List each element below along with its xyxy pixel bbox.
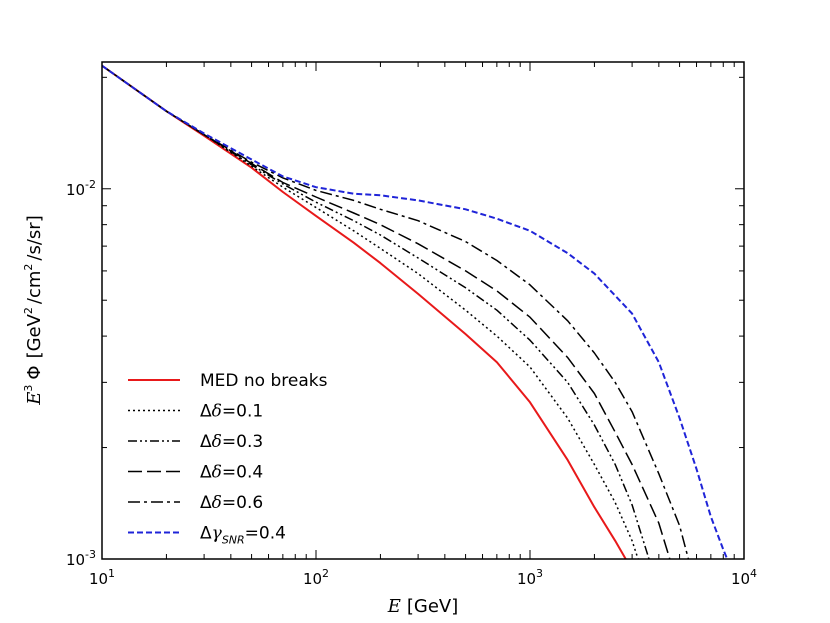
legend-label-0: MED no breaks bbox=[200, 371, 328, 391]
legend-label-1: Δδ=0.1 bbox=[200, 402, 263, 422]
plot-frame bbox=[101, 61, 745, 560]
series-line-1 bbox=[102, 65, 639, 559]
x-tick-label: 101 bbox=[89, 567, 115, 588]
series-line-3 bbox=[102, 65, 671, 559]
y-tick-label: 10-3 bbox=[66, 548, 96, 569]
x-tick-label: 102 bbox=[303, 567, 329, 588]
x-axis-title: E [GeV] bbox=[387, 596, 459, 617]
legend-label-4: Δδ=0.6 bbox=[200, 493, 263, 513]
series-line-4 bbox=[102, 65, 690, 559]
series-line-2 bbox=[102, 65, 650, 559]
legend-label-5: ΔγSNR=0.4 bbox=[200, 524, 286, 547]
legend: MED no breaks Δδ=0.1 Δδ=0.3 Δδ=0.4 Δδ=0.6 ΔγS… bbox=[128, 371, 328, 547]
x-tick-label: 104 bbox=[731, 567, 757, 588]
legend-label-2: Δδ=0.3 bbox=[200, 432, 263, 452]
tick-labels-layer: 101 102 103 104 10-3 10-2 bbox=[66, 178, 757, 588]
y-tick-label: 10-2 bbox=[66, 178, 96, 199]
series-line-0 bbox=[102, 64, 627, 559]
legend-label-3: Δδ=0.4 bbox=[200, 463, 263, 483]
x-tick-label: 103 bbox=[517, 567, 543, 588]
series-layer bbox=[102, 64, 729, 559]
series-line-5 bbox=[102, 64, 729, 559]
y-axis-title: E3Φ[GeV2/cm2/s/sr] bbox=[22, 215, 45, 405]
ticks-layer bbox=[101, 62, 744, 560]
